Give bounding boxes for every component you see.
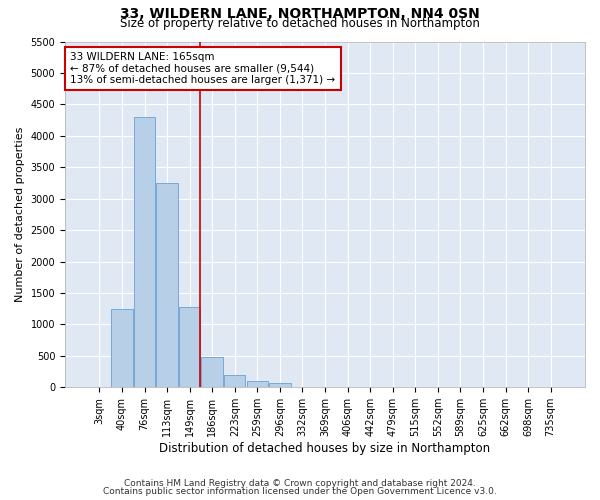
X-axis label: Distribution of detached houses by size in Northampton: Distribution of detached houses by size … (160, 442, 491, 455)
Text: Contains HM Land Registry data © Crown copyright and database right 2024.: Contains HM Land Registry data © Crown c… (124, 478, 476, 488)
Text: Contains public sector information licensed under the Open Government Licence v3: Contains public sector information licen… (103, 487, 497, 496)
Text: 33, WILDERN LANE, NORTHAMPTON, NN4 0SN: 33, WILDERN LANE, NORTHAMPTON, NN4 0SN (120, 8, 480, 22)
Bar (247, 381, 268, 387)
Text: 33 WILDERN LANE: 165sqm
← 87% of detached houses are smaller (9,544)
13% of semi: 33 WILDERN LANE: 165sqm ← 87% of detache… (70, 52, 335, 85)
Bar (157, 183, 178, 387)
Bar (202, 357, 223, 387)
Bar (224, 374, 245, 387)
Bar (269, 383, 290, 387)
Bar (134, 117, 155, 387)
Text: Size of property relative to detached houses in Northampton: Size of property relative to detached ho… (120, 18, 480, 30)
Y-axis label: Number of detached properties: Number of detached properties (15, 126, 25, 302)
Bar (111, 308, 133, 387)
Bar (179, 307, 200, 387)
